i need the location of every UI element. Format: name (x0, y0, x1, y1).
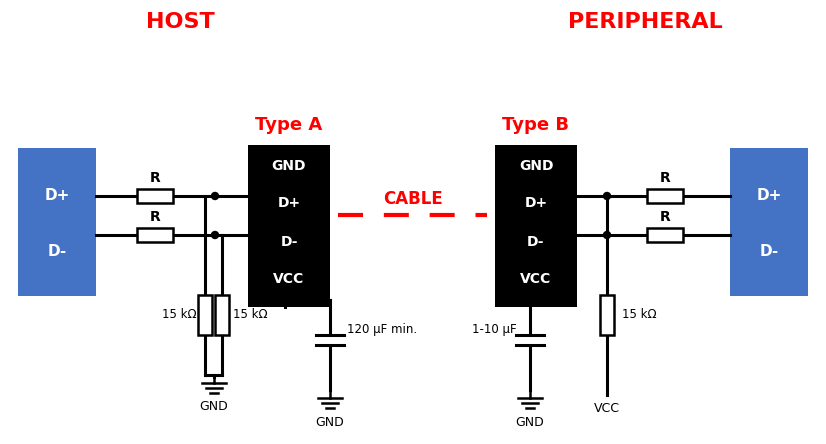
Text: R: R (150, 210, 160, 224)
Bar (495, 145, 577, 307)
Text: D+: D+ (525, 196, 548, 210)
Text: R: R (150, 171, 160, 185)
Text: D-: D- (280, 235, 297, 249)
Text: Type A: Type A (255, 116, 323, 134)
Text: VCC: VCC (273, 273, 305, 286)
Text: 1-10 μF: 1-10 μF (472, 324, 516, 337)
Text: D+: D+ (278, 196, 301, 210)
Text: GND: GND (316, 416, 344, 428)
Text: 15 kΩ: 15 kΩ (162, 309, 197, 321)
Text: Type B: Type B (502, 116, 569, 134)
Circle shape (211, 193, 219, 199)
Text: VCC: VCC (520, 273, 552, 286)
Text: GND: GND (515, 416, 544, 428)
Text: 15 kΩ: 15 kΩ (233, 309, 268, 321)
Text: D-: D- (527, 235, 545, 249)
Text: 15 kΩ: 15 kΩ (622, 309, 657, 321)
Text: D-: D- (47, 244, 67, 259)
Text: CABLE: CABLE (382, 190, 443, 208)
Bar (215, 295, 229, 335)
Text: HOST: HOST (145, 12, 215, 32)
Text: GND: GND (519, 159, 553, 173)
Circle shape (604, 231, 610, 238)
Bar (137, 228, 173, 242)
Bar (647, 189, 683, 203)
Bar (198, 295, 212, 335)
Text: VCC: VCC (594, 403, 620, 416)
Circle shape (211, 231, 219, 238)
Text: R: R (660, 171, 671, 185)
Bar (18, 148, 96, 296)
Text: D-: D- (759, 244, 779, 259)
Bar (248, 145, 330, 307)
Text: D+: D+ (757, 188, 781, 203)
Bar (137, 189, 173, 203)
Text: GND: GND (272, 159, 306, 173)
Text: 120 μF min.: 120 μF min. (347, 324, 417, 337)
Bar (600, 295, 614, 335)
Bar (730, 148, 808, 296)
Text: GND: GND (199, 400, 228, 413)
Circle shape (604, 193, 610, 199)
Bar (647, 228, 683, 242)
Text: R: R (660, 210, 671, 224)
Text: PERIPHERAL: PERIPHERAL (567, 12, 723, 32)
Text: D+: D+ (45, 188, 69, 203)
